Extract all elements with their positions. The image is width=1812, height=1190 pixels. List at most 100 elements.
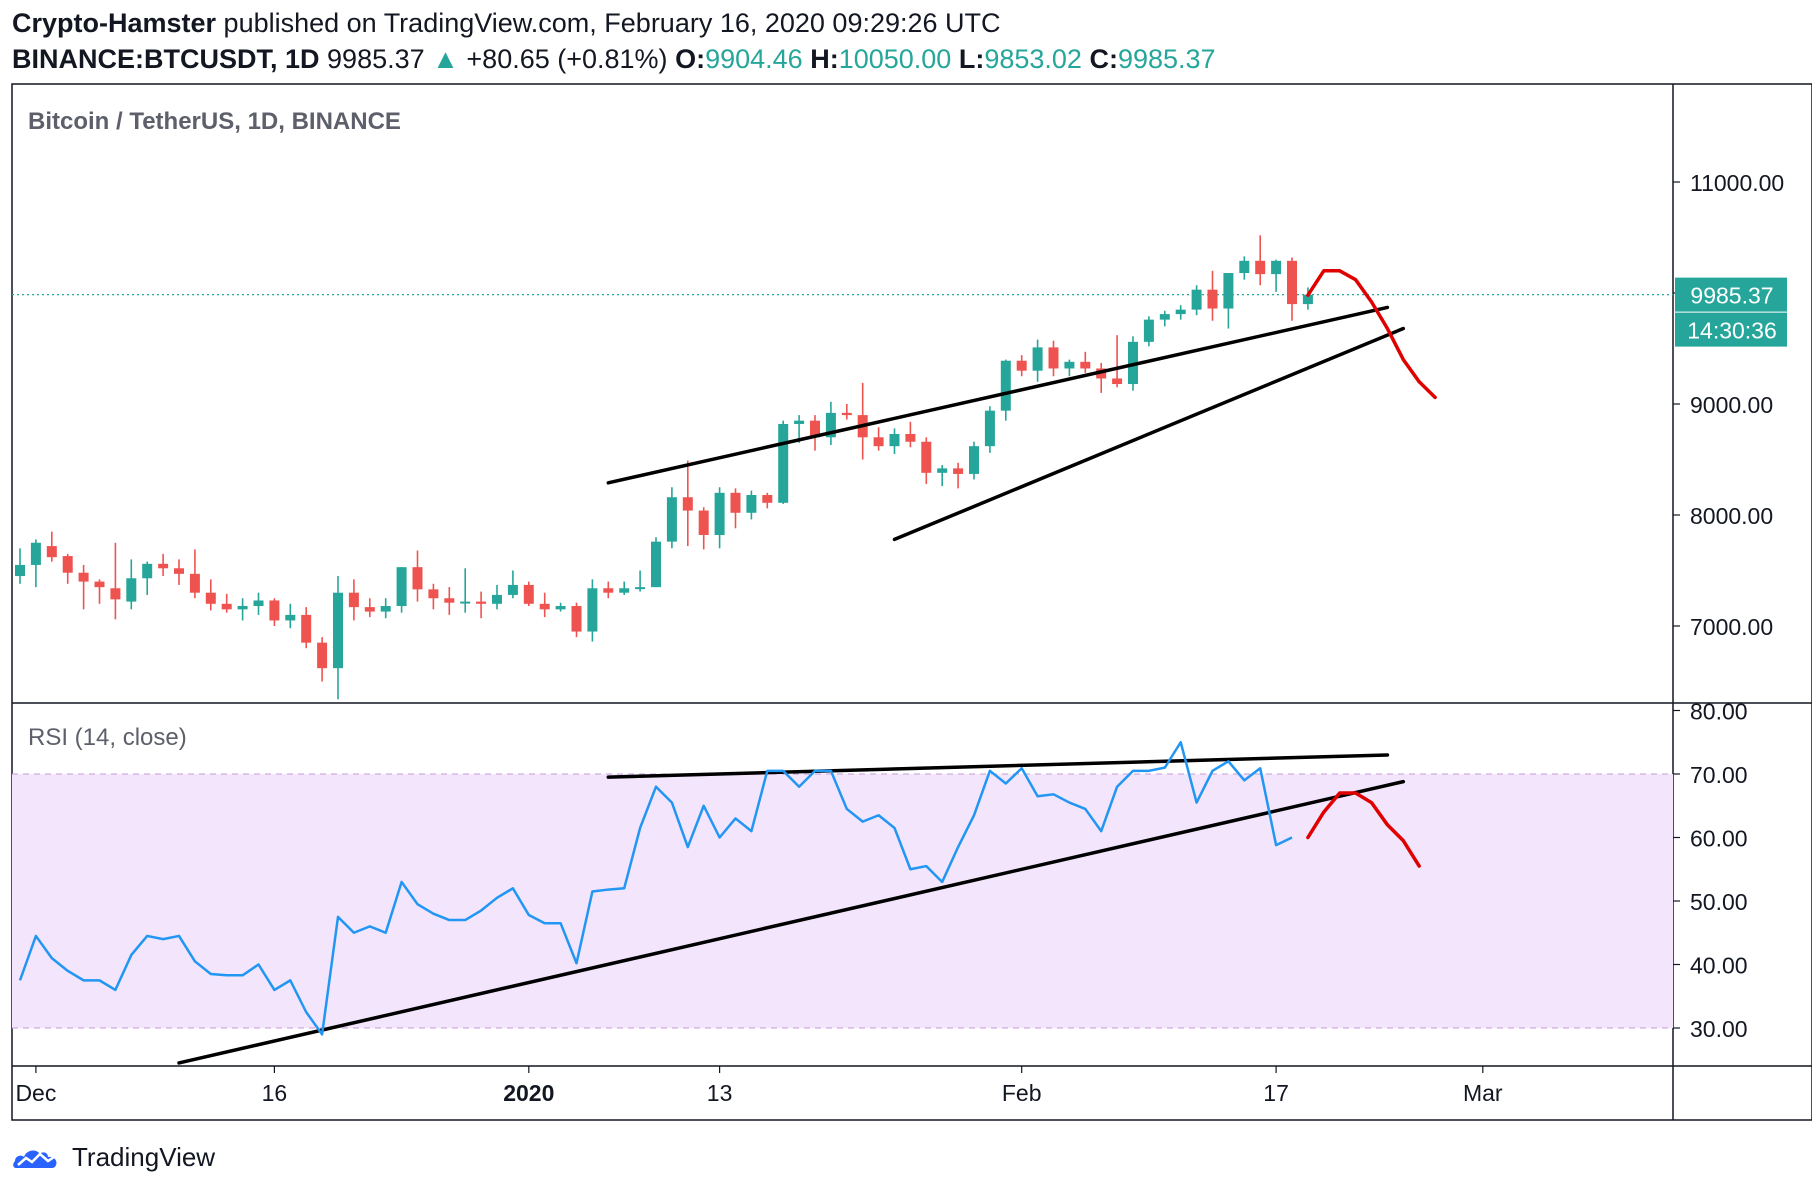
candle-up bbox=[984, 406, 995, 453]
ohlc-legend: BINANCE:BTCUSDT, 1D 9985.37 ▲ +80.65 (+0… bbox=[12, 44, 1216, 75]
price-pane-title: Bitcoin / TetherUS, 1D, BINANCE bbox=[28, 108, 401, 135]
rsi-tick-label: 70.00 bbox=[1690, 762, 1748, 788]
candle-body bbox=[730, 492, 741, 513]
low-value: 9853.02 bbox=[984, 44, 1082, 74]
candle-body bbox=[1000, 360, 1011, 411]
candle-body bbox=[969, 446, 979, 474]
candle-up bbox=[587, 579, 598, 642]
candle-body bbox=[189, 573, 200, 593]
candle-body bbox=[1271, 260, 1282, 275]
tradingview-brand: TradingView bbox=[72, 1141, 216, 1172]
candle-body bbox=[507, 584, 518, 595]
candle-body bbox=[571, 606, 582, 632]
time-tick-label: 16 bbox=[262, 1080, 288, 1106]
rsi-resistance-line bbox=[606, 753, 1390, 779]
time-tick-label: 17 bbox=[1263, 1080, 1289, 1106]
candle-body bbox=[364, 607, 375, 612]
candle-body bbox=[301, 614, 312, 643]
candle-up bbox=[889, 428, 900, 454]
time-tick-label: Feb bbox=[1002, 1080, 1042, 1106]
candle-body bbox=[698, 510, 709, 535]
candle-down bbox=[523, 581, 534, 607]
candle-down bbox=[539, 592, 550, 618]
candle-down bbox=[476, 591, 487, 619]
candle-down bbox=[46, 531, 57, 562]
candle-body bbox=[666, 497, 677, 542]
candle-down bbox=[762, 492, 773, 509]
candle-up bbox=[396, 567, 407, 613]
candle-up bbox=[126, 559, 137, 610]
candle-body bbox=[46, 546, 57, 558]
candle-body bbox=[317, 642, 328, 669]
candle-body bbox=[396, 567, 407, 607]
candle-body bbox=[555, 606, 566, 610]
candle-body bbox=[714, 492, 725, 535]
candle-body bbox=[492, 594, 502, 604]
candle-body bbox=[285, 614, 296, 621]
candle-body bbox=[1207, 289, 1218, 309]
candle-body bbox=[1064, 361, 1075, 369]
candle-up bbox=[15, 548, 25, 584]
price-projection-curve bbox=[1306, 269, 1437, 400]
author-name[interactable]: Crypto-Hamster bbox=[12, 8, 217, 38]
candle-up bbox=[746, 490, 757, 520]
candle-body bbox=[1287, 260, 1297, 305]
candle-down bbox=[428, 583, 439, 610]
candle-down bbox=[810, 415, 820, 451]
tradingview-logo[interactable]: TradingView bbox=[12, 1140, 215, 1174]
candle-body bbox=[348, 592, 359, 608]
candle-up bbox=[492, 584, 502, 610]
candle-body bbox=[412, 567, 423, 590]
chart-area[interactable]: Bitcoin / TetherUS, 1D, BINANCE RSI (14,… bbox=[0, 0, 1812, 1140]
candle-body bbox=[587, 588, 598, 632]
candle-body bbox=[635, 587, 646, 590]
candle-down bbox=[189, 549, 200, 599]
candle-down bbox=[444, 587, 455, 615]
candle-body bbox=[873, 437, 884, 447]
candle-body bbox=[30, 542, 41, 565]
candle-down bbox=[205, 579, 216, 611]
candle-up bbox=[714, 487, 725, 549]
time-tick-label: 2020 bbox=[503, 1080, 554, 1106]
candle-down bbox=[94, 579, 105, 604]
close-value: 9985.37 bbox=[1117, 44, 1216, 74]
candle-body bbox=[1143, 319, 1154, 342]
candle-up bbox=[937, 465, 948, 487]
symbol-label[interactable]: BINANCE:BTCUSDT, 1D bbox=[12, 44, 320, 74]
rsi-tick-label: 60.00 bbox=[1690, 826, 1748, 852]
candle-body bbox=[476, 601, 487, 604]
candle-body bbox=[1080, 361, 1091, 369]
rsi-tick-label: 50.00 bbox=[1690, 889, 1748, 915]
candle-up bbox=[1143, 316, 1154, 347]
candle-body bbox=[158, 563, 169, 569]
candle-body bbox=[126, 578, 137, 602]
candle-body bbox=[921, 441, 932, 473]
candle-body bbox=[1032, 347, 1043, 371]
candle-body bbox=[889, 433, 900, 447]
rsi-support-line bbox=[177, 779, 1406, 1065]
candle-up bbox=[1223, 273, 1234, 329]
candle-down bbox=[1207, 270, 1218, 321]
candle-body bbox=[603, 588, 614, 593]
candle-body bbox=[15, 564, 25, 577]
candle-up bbox=[778, 420, 789, 504]
candle-body bbox=[905, 433, 916, 442]
candle-down bbox=[571, 602, 582, 638]
candle-body bbox=[1159, 314, 1170, 320]
candle-body bbox=[1239, 260, 1250, 274]
candle-up bbox=[1064, 359, 1075, 377]
candle-up bbox=[380, 598, 391, 619]
candle-up bbox=[1191, 285, 1202, 316]
candle-body bbox=[778, 423, 789, 503]
candle-down bbox=[158, 553, 169, 577]
candle-body bbox=[651, 541, 661, 588]
candle-body bbox=[62, 556, 73, 573]
candle-body bbox=[253, 600, 264, 607]
candle-down bbox=[603, 581, 614, 599]
price-tick-label: 8000.00 bbox=[1690, 503, 1773, 529]
open-label: O: bbox=[675, 44, 706, 74]
candle-down bbox=[1080, 351, 1091, 373]
time-tick-label: Dec bbox=[15, 1080, 56, 1106]
candle-down bbox=[1016, 355, 1027, 377]
time-tick-label: Mar bbox=[1463, 1080, 1503, 1106]
